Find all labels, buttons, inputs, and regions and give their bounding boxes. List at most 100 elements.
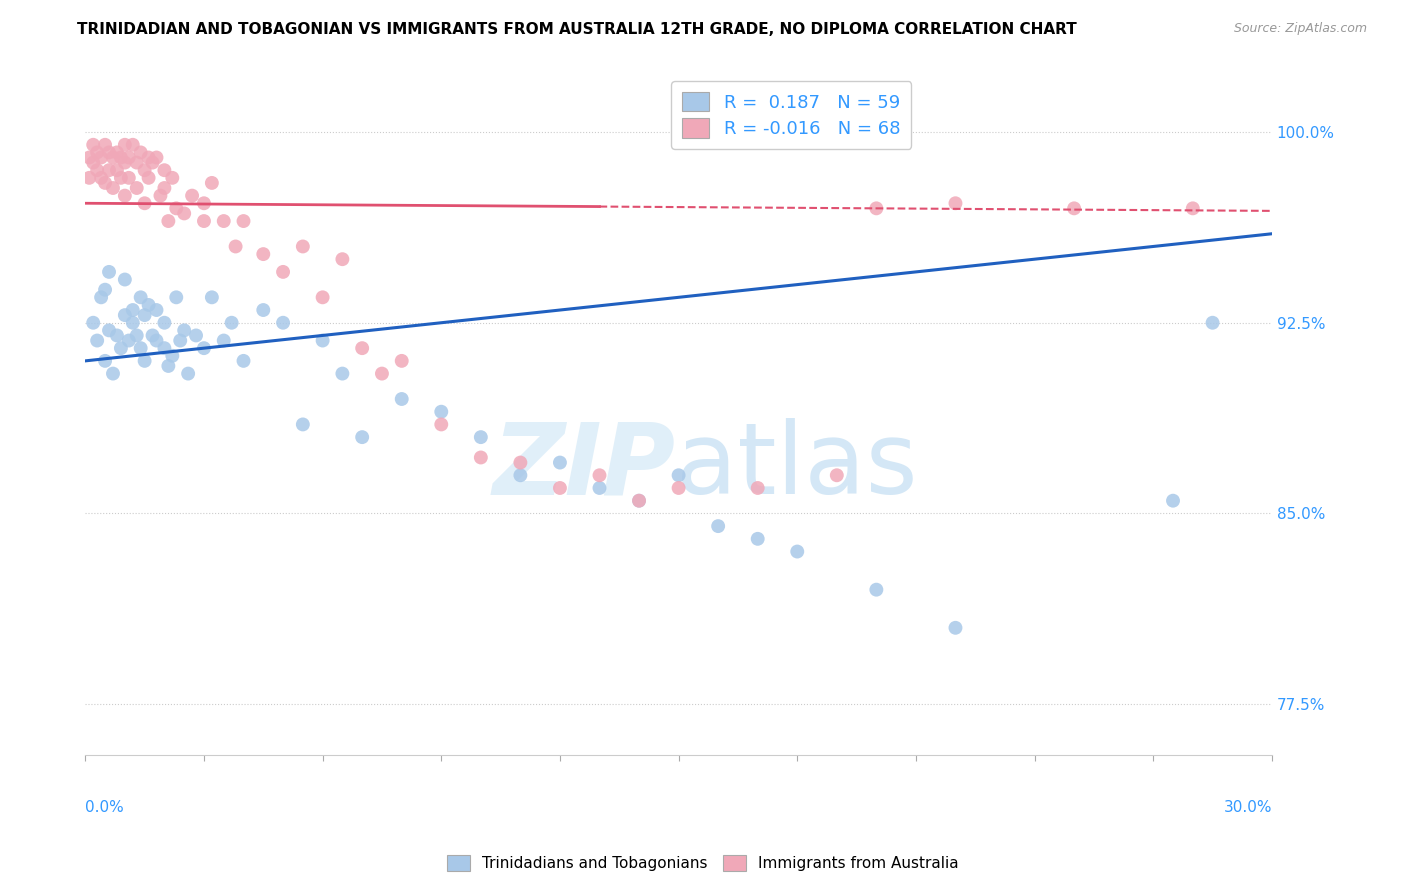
Legend: R =  0.187   N = 59, R = -0.016   N = 68: R = 0.187 N = 59, R = -0.016 N = 68	[672, 81, 911, 149]
Point	[145, 303, 167, 318]
Point	[786, 544, 808, 558]
Point	[747, 481, 769, 495]
Point	[232, 214, 254, 228]
Point	[193, 214, 215, 228]
Point	[101, 151, 124, 165]
Point	[90, 290, 112, 304]
Point	[94, 176, 117, 190]
Point	[145, 151, 167, 165]
Point	[110, 341, 132, 355]
Point	[945, 621, 967, 635]
Point	[149, 188, 172, 202]
Point	[157, 214, 180, 228]
Point	[588, 468, 610, 483]
Point	[332, 367, 354, 381]
Point	[101, 181, 124, 195]
Point	[193, 341, 215, 355]
Point	[201, 290, 224, 304]
Point	[311, 290, 333, 304]
Point	[121, 303, 143, 318]
Point	[141, 328, 163, 343]
Point	[509, 468, 531, 483]
Point	[90, 170, 112, 185]
Point	[134, 354, 156, 368]
Point	[271, 316, 294, 330]
Point	[162, 349, 184, 363]
Point	[82, 316, 104, 330]
Point	[252, 303, 274, 318]
Point	[225, 239, 247, 253]
Point	[157, 359, 180, 373]
Point	[134, 163, 156, 178]
Point	[173, 323, 195, 337]
Point	[548, 481, 571, 495]
Point	[232, 354, 254, 368]
Point	[747, 532, 769, 546]
Point	[141, 155, 163, 169]
Legend: Trinidadians and Tobagonians, Immigrants from Australia: Trinidadians and Tobagonians, Immigrants…	[441, 849, 965, 877]
Point	[94, 283, 117, 297]
Text: TRINIDADIAN AND TOBAGONIAN VS IMMIGRANTS FROM AUSTRALIA 12TH GRADE, NO DIPLOMA C: TRINIDADIAN AND TOBAGONIAN VS IMMIGRANTS…	[77, 22, 1077, 37]
Text: atlas: atlas	[676, 418, 918, 515]
Point	[114, 137, 136, 152]
Point	[118, 151, 141, 165]
Point	[121, 137, 143, 152]
Point	[162, 170, 184, 185]
Point	[118, 334, 141, 348]
Point	[125, 181, 148, 195]
Point	[668, 481, 690, 495]
Point	[153, 316, 176, 330]
Point	[94, 354, 117, 368]
Point	[332, 252, 354, 267]
Point	[177, 367, 200, 381]
Point	[945, 196, 967, 211]
Point	[134, 196, 156, 211]
Point	[470, 450, 492, 465]
Point	[138, 151, 160, 165]
Point	[291, 417, 314, 432]
Text: 0.0%: 0.0%	[86, 799, 124, 814]
Point	[98, 323, 121, 337]
Point	[114, 155, 136, 169]
Point	[114, 308, 136, 322]
Point	[77, 170, 100, 185]
Point	[129, 290, 152, 304]
Point	[470, 430, 492, 444]
Point	[101, 367, 124, 381]
Point	[169, 334, 191, 348]
Point	[134, 308, 156, 322]
Point	[153, 163, 176, 178]
Point	[165, 290, 187, 304]
Point	[825, 468, 848, 483]
Point	[184, 328, 207, 343]
Point	[1161, 493, 1184, 508]
Point	[98, 265, 121, 279]
Point	[110, 151, 132, 165]
Point	[430, 405, 453, 419]
Point	[509, 456, 531, 470]
Point	[181, 188, 204, 202]
Point	[173, 206, 195, 220]
Point	[628, 493, 651, 508]
Point	[1181, 202, 1204, 216]
Point	[430, 417, 453, 432]
Point	[865, 202, 887, 216]
Point	[125, 328, 148, 343]
Point	[252, 247, 274, 261]
Point	[221, 316, 243, 330]
Point	[110, 170, 132, 185]
Point	[291, 239, 314, 253]
Point	[311, 334, 333, 348]
Point	[707, 519, 730, 533]
Point	[114, 188, 136, 202]
Point	[391, 354, 413, 368]
Point	[86, 145, 108, 160]
Point	[193, 196, 215, 211]
Text: Source: ZipAtlas.com: Source: ZipAtlas.com	[1233, 22, 1367, 36]
Point	[548, 456, 571, 470]
Point	[212, 334, 235, 348]
Point	[138, 298, 160, 312]
Point	[77, 151, 100, 165]
Point	[153, 341, 176, 355]
Point	[865, 582, 887, 597]
